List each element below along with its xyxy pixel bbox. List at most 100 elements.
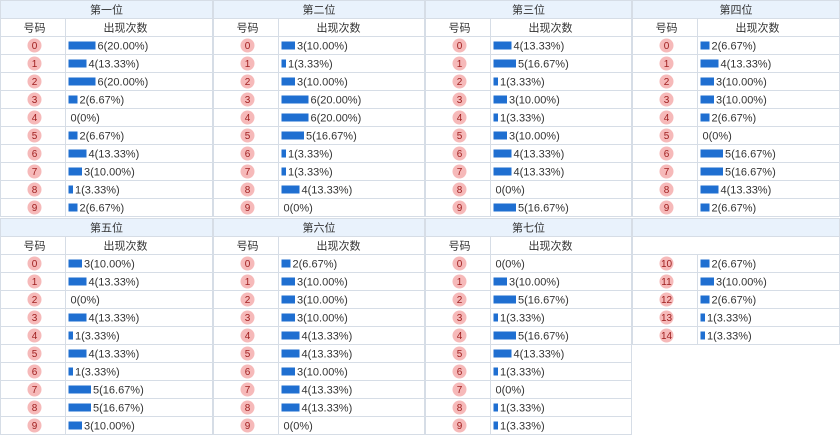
count-bar	[68, 421, 82, 430]
count-bar	[493, 277, 507, 286]
count-bar	[68, 277, 87, 286]
number: 7	[457, 385, 463, 396]
number: 5	[664, 131, 670, 142]
count-bar	[700, 113, 710, 122]
number-ball	[659, 182, 674, 197]
number-ball	[240, 128, 255, 143]
number-ball	[452, 146, 467, 161]
count-bar	[700, 203, 710, 212]
number: 6	[664, 149, 670, 160]
count-bar	[700, 295, 710, 304]
number-ball	[240, 364, 255, 379]
number-ball	[452, 182, 467, 197]
number-ball	[240, 146, 255, 161]
count-bar	[493, 149, 512, 158]
count-label: 1(3.33%)	[75, 184, 120, 196]
count-label: 2(6.67%)	[712, 202, 757, 214]
count-bar	[700, 59, 719, 68]
title-cell	[632, 218, 840, 237]
header-cell	[632, 236, 840, 255]
count-bar	[493, 367, 498, 376]
count-label: 4(13.33%)	[302, 184, 353, 196]
count-label: 1(3.33%)	[288, 166, 333, 178]
count-bar	[281, 349, 300, 358]
number: 7	[32, 167, 38, 178]
number-ball	[27, 110, 42, 125]
number-ball	[27, 200, 42, 215]
count-label: 5(16.67%)	[93, 384, 144, 396]
number-ball	[27, 146, 42, 161]
count-bar	[493, 403, 498, 412]
number-ball	[240, 382, 255, 397]
number-ball	[240, 292, 255, 307]
number-ball	[659, 38, 674, 53]
number: 0	[32, 259, 38, 270]
header-number: 号码	[449, 21, 471, 34]
number: 8	[245, 185, 251, 196]
count-label: 4(13.33%)	[514, 148, 565, 160]
number: 8	[32, 403, 38, 414]
count-bar	[493, 167, 512, 176]
number: 0	[32, 41, 38, 52]
number: 13	[661, 313, 673, 324]
number-ball	[240, 92, 255, 107]
count-label: 4(13.33%)	[302, 402, 353, 414]
number-ball	[659, 200, 674, 215]
header-number: 号码	[237, 21, 259, 34]
header-count: 出现次数	[104, 20, 148, 34]
number-ball	[659, 292, 674, 307]
number-ball	[452, 274, 467, 289]
count-label: 3(10.00%)	[84, 166, 135, 178]
count-bar	[493, 331, 516, 340]
number: 0	[664, 41, 670, 52]
number: 14	[661, 331, 673, 342]
header-count: 出现次数	[317, 20, 361, 34]
number-ball	[240, 400, 255, 415]
panel-title: 第二位	[303, 2, 336, 16]
panel-title: 第七位	[512, 220, 545, 234]
count-label: 4(13.33%)	[89, 348, 140, 360]
number-ball	[27, 56, 42, 71]
number: 0	[245, 41, 251, 52]
panel-title: 第一位	[90, 2, 123, 16]
count-label: 5(16.67%)	[518, 294, 569, 306]
count-bar	[281, 259, 291, 268]
number-ball	[452, 364, 467, 379]
row-cell	[490, 198, 632, 217]
number-ball	[452, 256, 467, 271]
number-ball	[240, 310, 255, 325]
number-ball	[240, 182, 255, 197]
number-ball	[452, 400, 467, 415]
count-label: 5(16.67%)	[306, 130, 357, 142]
count-bar	[493, 349, 512, 358]
number: 6	[32, 149, 38, 160]
header-number: 号码	[24, 21, 46, 34]
count-bar	[68, 167, 82, 176]
count-label: 1(3.33%)	[75, 366, 120, 378]
count-bar	[493, 313, 498, 322]
number-ball	[452, 110, 467, 125]
count-label: 3(10.00%)	[297, 294, 348, 306]
count-label: 3(10.00%)	[84, 258, 135, 270]
number: 1	[245, 277, 251, 288]
count-label: 0(0%)	[496, 258, 525, 270]
count-label: 0(0%)	[71, 294, 100, 306]
number-ball	[240, 418, 255, 433]
count-label: 4(13.33%)	[89, 276, 140, 288]
count-bar	[493, 421, 498, 430]
count-label: 3(10.00%)	[716, 276, 767, 288]
count-label: 1(3.33%)	[500, 366, 545, 378]
number: 7	[245, 385, 251, 396]
number: 0	[457, 259, 463, 270]
number: 4	[32, 113, 38, 124]
count-label: 2(6.67%)	[80, 202, 125, 214]
count-label: 0(0%)	[71, 112, 100, 124]
count-label: 6(20.00%)	[311, 112, 362, 124]
number-ball	[27, 364, 42, 379]
header-count: 出现次数	[104, 238, 148, 252]
number: 6	[457, 367, 463, 378]
number: 7	[32, 385, 38, 396]
number-ball	[452, 164, 467, 179]
number: 4	[457, 113, 463, 124]
